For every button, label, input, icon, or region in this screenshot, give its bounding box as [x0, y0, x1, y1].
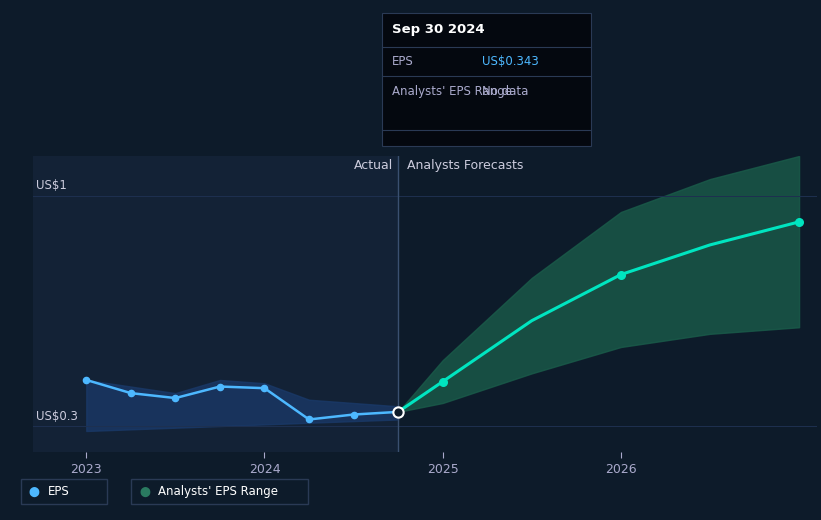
Text: No data: No data [482, 85, 529, 98]
Text: ⬤: ⬤ [29, 487, 39, 497]
Point [169, 394, 182, 402]
Point [302, 415, 315, 424]
Text: Analysts' EPS Range: Analysts' EPS Range [392, 85, 511, 98]
Text: Sep 30 2024: Sep 30 2024 [392, 23, 484, 36]
Point [614, 270, 627, 279]
Point [213, 382, 227, 391]
Text: US$1: US$1 [36, 178, 67, 191]
Point [792, 218, 805, 226]
Point [436, 378, 449, 386]
Text: US$0.343: US$0.343 [482, 55, 539, 68]
Point [392, 408, 405, 416]
Text: Actual: Actual [354, 159, 392, 172]
Text: Analysts' EPS Range: Analysts' EPS Range [158, 485, 278, 498]
Text: EPS: EPS [392, 55, 413, 68]
Point [80, 376, 93, 384]
Point [124, 389, 137, 397]
Point [347, 410, 360, 419]
Text: Analysts Forecasts: Analysts Forecasts [407, 159, 524, 172]
Point [258, 384, 271, 392]
Text: US$0.3: US$0.3 [36, 410, 78, 423]
Point [392, 408, 405, 416]
Bar [33, 156, 398, 452]
Text: ⬤: ⬤ [140, 487, 150, 497]
Text: EPS: EPS [48, 485, 69, 498]
